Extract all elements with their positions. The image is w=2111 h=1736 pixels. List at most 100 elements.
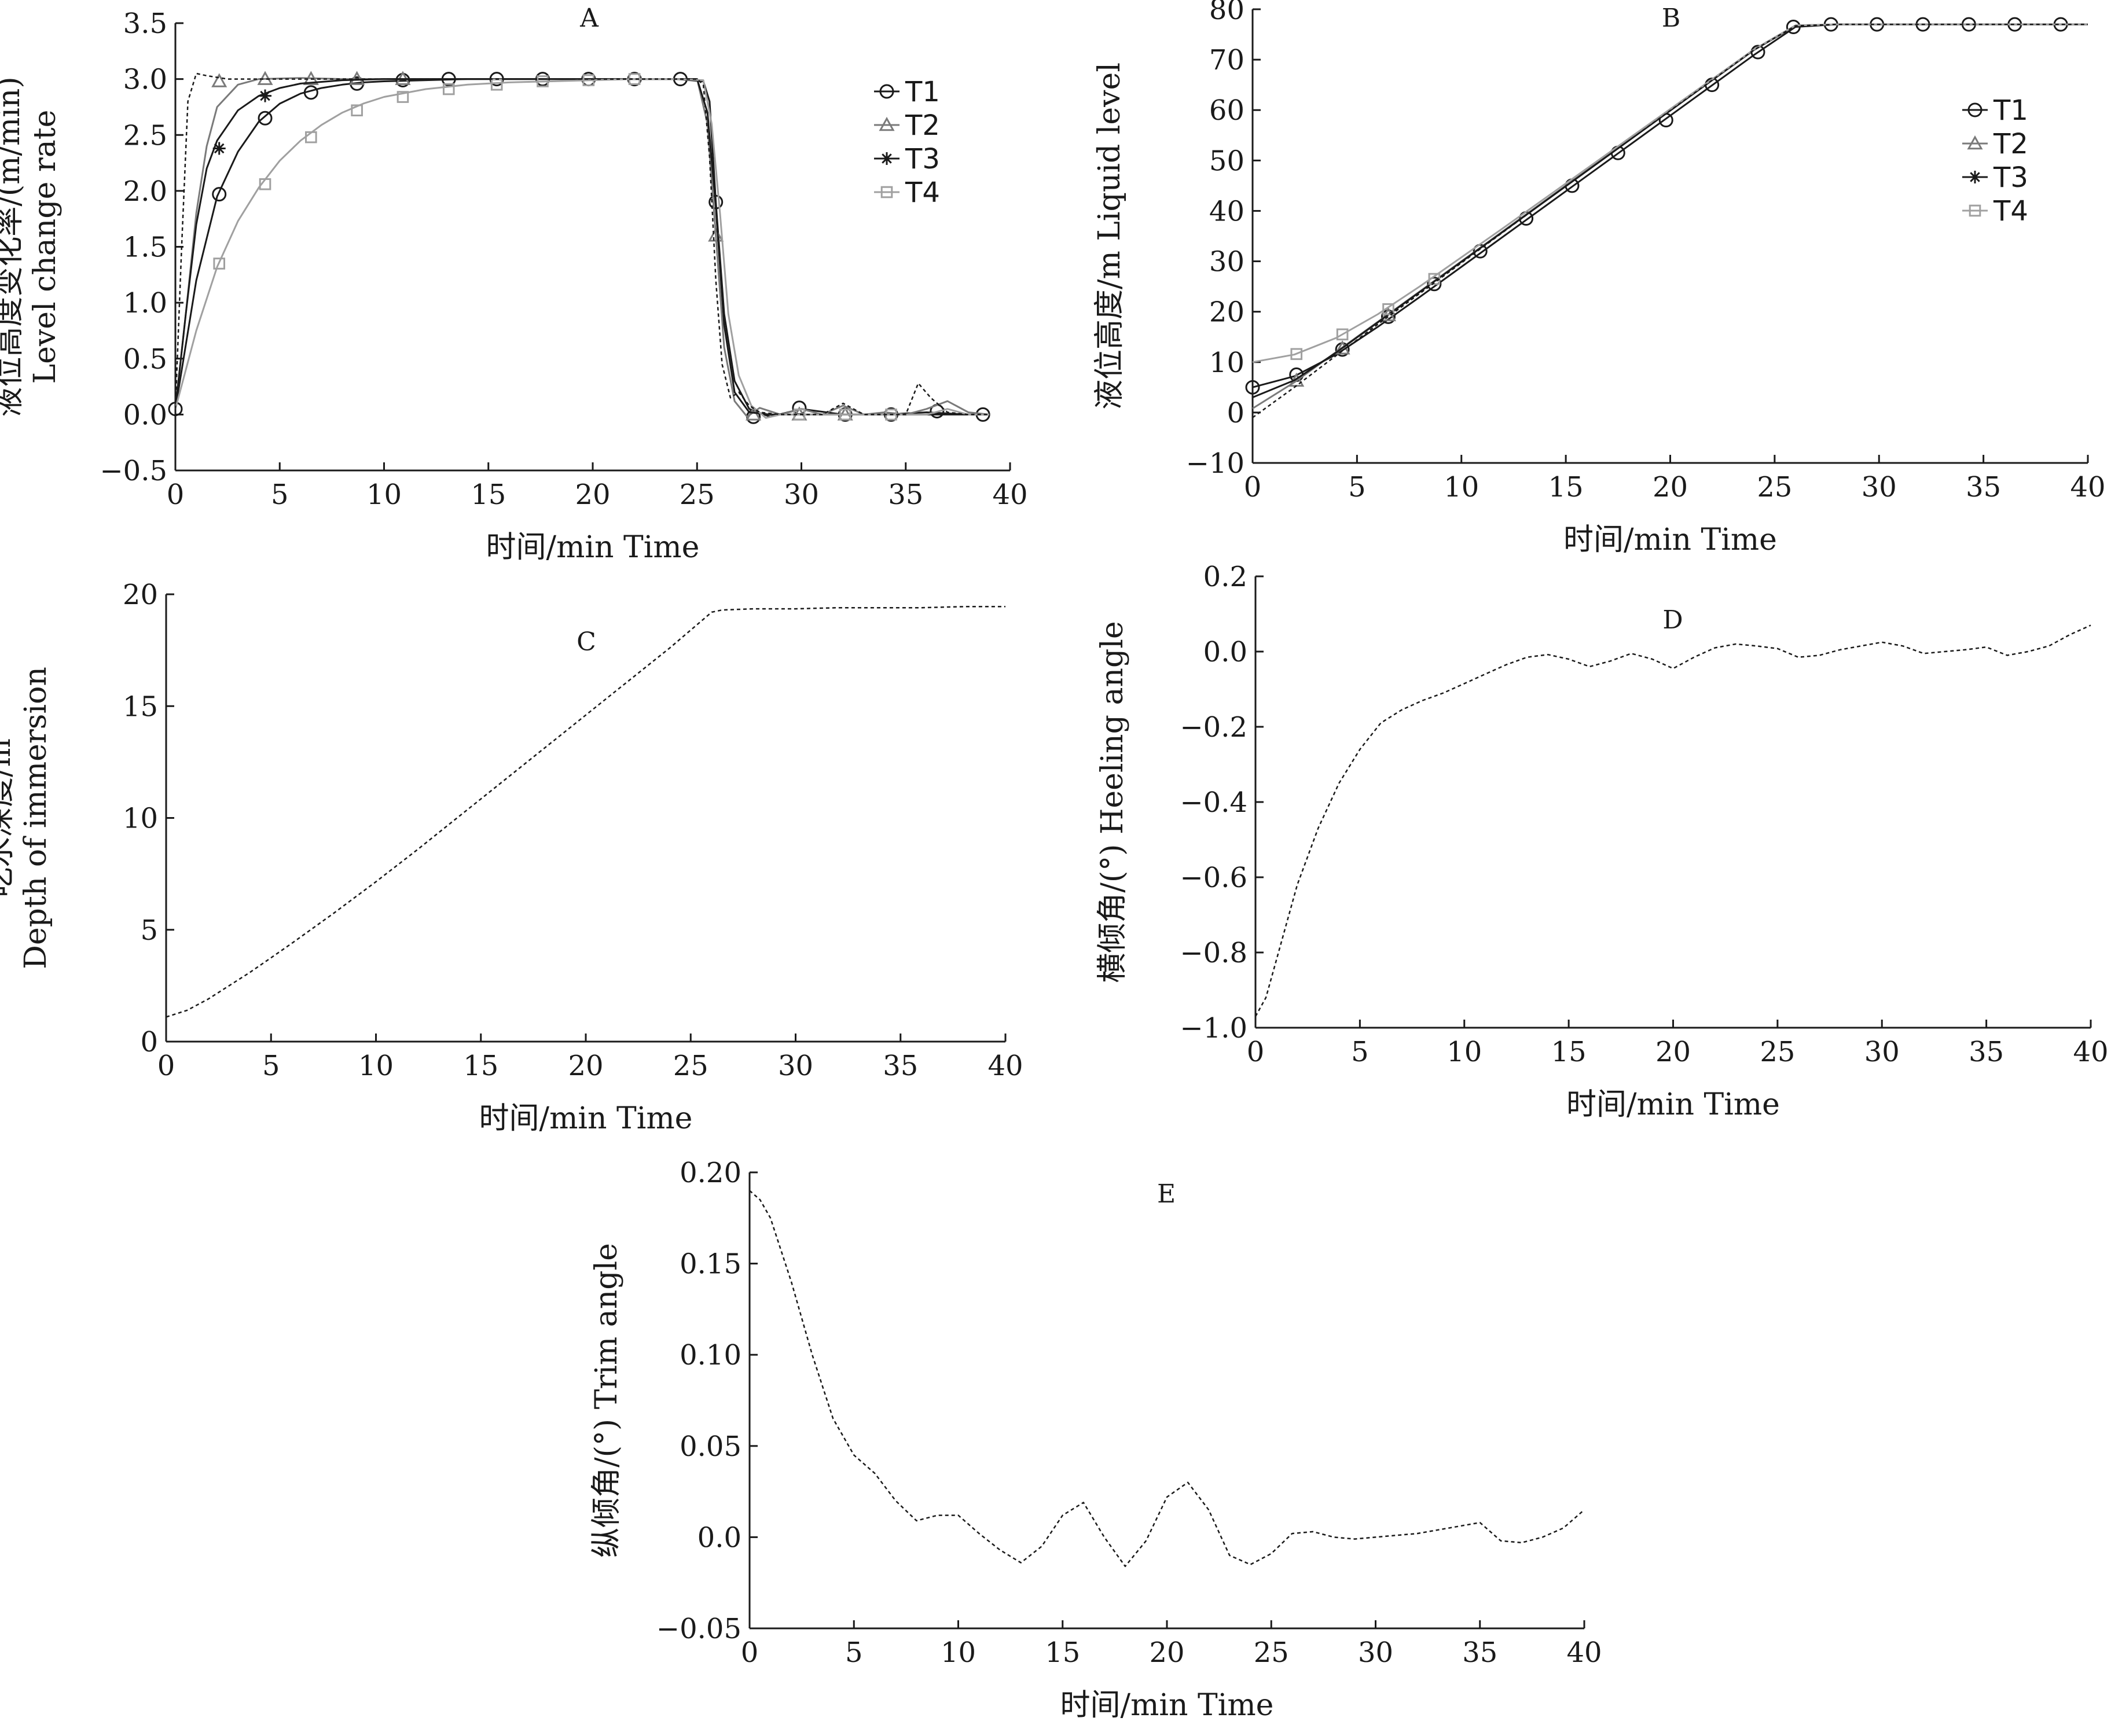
legend-item-t1: T1 [874,76,940,108]
data-point-t1 [258,111,273,126]
x-tick-label: 30 [778,1050,813,1082]
x-tick-label: 15 [1548,471,1584,503]
y-tick-label: 0.05 [680,1430,741,1463]
y-tick-label: −0.4 [1180,786,1247,819]
series-line-dashed [1254,624,2091,1017]
panel-label: B [1662,3,1680,33]
legend-marker [880,152,893,165]
x-tick-label: 0 [167,479,185,511]
series-line-t4 [1252,23,2088,363]
x-tick-label: 25 [673,1050,708,1082]
legend-marker [1967,102,1982,117]
series-line-dashed [174,72,989,415]
data-point-t4 [839,409,851,421]
x-tick-label: 30 [784,479,819,511]
x-tick-label: 0 [1247,1036,1265,1068]
x-tick-label: 25 [1254,1636,1289,1669]
y-tick-label: 60 [1209,94,1244,127]
x-tick-label: 40 [992,479,1027,511]
x-tick-label: 10 [1447,1036,1482,1068]
y-tick-label: 1.0 [123,287,167,319]
x-tick-label: 30 [1358,1636,1393,1669]
legend-label: T2 [1993,128,2028,160]
x-tick-label: 10 [941,1636,976,1669]
y-tick-label: −0.8 [1180,937,1247,969]
legend-label: T1 [1993,94,2028,127]
legend-label: T3 [905,143,940,175]
data-point-t4 [537,75,549,87]
data-point-t1 [303,85,318,100]
y-axis-title: Level change rate [28,110,63,384]
x-tick-label: 20 [1149,1636,1184,1669]
x-tick-label: 35 [1462,1636,1497,1669]
y-tick-label: 40 [1209,195,1244,227]
legend-label: T3 [1993,161,2028,194]
y-tick-label: 20 [1209,296,1244,329]
x-tick-label: 20 [575,479,610,511]
x-tick-label: 15 [471,479,506,511]
x-tick-label: 0 [157,1050,175,1082]
x-tick-label: 35 [888,479,923,511]
data-point-t1 [1245,380,1260,395]
legend-marker [879,116,895,131]
y-tick-label: 0.0 [123,399,167,431]
data-point-t4 [1336,328,1349,341]
data-point-t3 [212,142,226,155]
chart-panel-e: 0 5 10 15 20 25 30 35 40 −0.05 0.0 0.05 0.10 0.15 0.20… [589,1157,1602,1723]
chart-panel-b: 0 5 10 15 20 25 30 35 40−1001020304050607080时间/m… [1092,0,2106,557]
legend-item-t2: T2 [874,109,940,142]
data-point-t4 [442,83,455,95]
x-tick-label: 35 [1966,471,2001,503]
legend-item-t4: T4 [1962,195,2028,227]
x-tick-label: 30 [1862,471,1897,503]
y-tick-label: 20 [123,579,158,611]
panel-label: C [577,627,596,657]
data-point-t1 [1786,19,1801,34]
x-tick-label: 15 [1045,1636,1080,1669]
x-tick-label: 25 [1757,471,1792,503]
x-tick-label: 10 [1444,471,1479,503]
chart-panel-a: 0 5 10 15 20 25 30 35 40 −0.5 0.0 0.5 1.0 1.5 2.0 2.5 3.… [0,3,1028,565]
data-point-t4 [396,91,409,103]
panel-label: A [579,3,599,33]
x-tick-label: 35 [883,1050,918,1082]
x-axis-title: 时间/min Time [1563,523,1777,557]
data-point-t2 [708,227,724,242]
x-axis-title: 时间/min Time [1060,1688,1274,1723]
y-tick-label: 0.0 [1203,636,1247,668]
x-tick-label: 5 [271,479,289,511]
y-tick-label: 3.0 [123,64,167,96]
y-tick-label: 70 [1209,44,1244,76]
x-tick-label: 20 [568,1050,603,1082]
x-tick-label: 25 [1760,1036,1795,1068]
y-tick-label: 50 [1209,145,1244,177]
x-tick-label: 10 [366,479,402,511]
y-tick-label: 3.5 [123,8,167,40]
series-line-dashed [166,606,1005,1018]
series-line-t1 [1252,23,2088,388]
data-point-t4 [213,258,226,270]
y-axis-title: 液位高度变化率/(m/min) [0,76,27,417]
x-tick-label: 5 [1348,471,1366,503]
y-tick-label: 15 [123,690,158,723]
y-tick-label: 0.20 [680,1157,741,1189]
y-axis-title: Depth of immersion [19,667,53,969]
series-line-dashed [1252,23,2088,418]
y-tick-label: 30 [1209,246,1244,278]
legend-marker [879,84,894,99]
chart-panel-c: 0 5 10 15 20 25 30 35 40 0 5 10 15 20 时间/min Time 吃水深度/… [0,579,1023,1136]
x-tick-label: 15 [463,1050,498,1082]
series-line-t3 [174,78,989,415]
chart-panel-d: 0 5 10 15 20 25 30 35 40 −1.0 −0.8 −0.6 −0.4 −0.2 0.0 0… [1095,561,2109,1122]
legend-item-t1: T1 [1962,94,2028,127]
data-point-t4 [259,178,271,190]
legend-label: T2 [905,109,940,142]
series-line-t4 [174,78,989,419]
legend-label: T1 [905,76,940,108]
y-tick-label: −1.0 [1180,1012,1247,1044]
x-axis-title: 时间/min Time [486,530,700,565]
x-tick-label: 5 [1351,1036,1369,1068]
y-axis-title: 液位高度/m Liquid level [1092,62,1127,410]
y-tick-label: 80 [1209,0,1244,26]
data-point-t1 [1427,277,1442,292]
